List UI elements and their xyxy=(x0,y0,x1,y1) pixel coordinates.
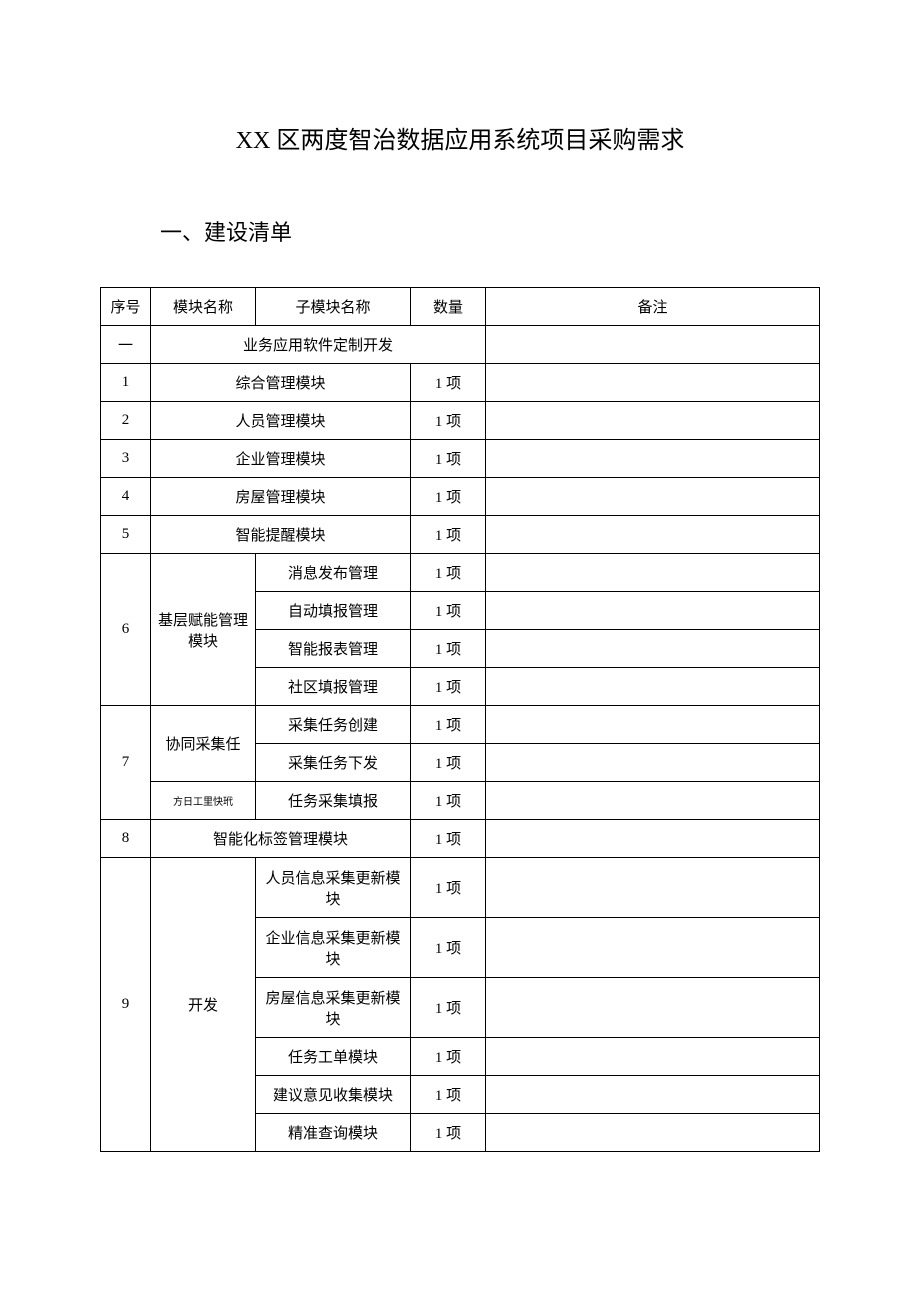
cell-note xyxy=(486,706,820,744)
cell-qty: 1 项 xyxy=(411,554,486,592)
table-row: 3 企业管理模块 1 项 xyxy=(101,440,820,478)
cell-submodule: 自动填报管理 xyxy=(256,592,411,630)
cell-qty: 1 项 xyxy=(411,744,486,782)
cell-note xyxy=(486,402,820,440)
table-row: 1 综合管理模块 1 项 xyxy=(101,364,820,402)
cell-qty: 1 项 xyxy=(411,858,486,918)
cell-seq: 7 xyxy=(101,706,151,820)
cell-qty: 1 项 xyxy=(411,592,486,630)
section-title: 一、建设清单 xyxy=(160,215,820,247)
cell-module: 基层赋能管理模块 xyxy=(151,554,256,706)
cell-note xyxy=(486,1038,820,1076)
header-module: 模块名称 xyxy=(151,288,256,326)
cell-qty: 1 项 xyxy=(411,918,486,978)
cell-seq: 9 xyxy=(101,858,151,1152)
table-row: 8 智能化标签管理模块 1 项 xyxy=(101,820,820,858)
cell-qty: 1 项 xyxy=(411,820,486,858)
cell-seq: 2 xyxy=(101,402,151,440)
cell-note xyxy=(486,820,820,858)
cell-seq: 5 xyxy=(101,516,151,554)
cell-module: 智能提醒模块 xyxy=(151,516,411,554)
cell-note xyxy=(486,326,820,364)
cell-note xyxy=(486,918,820,978)
cell-seq: 一 xyxy=(101,326,151,364)
cell-note xyxy=(486,440,820,478)
header-seq: 序号 xyxy=(101,288,151,326)
cell-note xyxy=(486,1076,820,1114)
cell-submodule: 任务采集填报 xyxy=(256,782,411,820)
cell-qty: 1 项 xyxy=(411,440,486,478)
cell-module: 开发 xyxy=(151,858,256,1152)
cell-note xyxy=(486,668,820,706)
cell-qty: 1 项 xyxy=(411,782,486,820)
cell-note xyxy=(486,978,820,1038)
header-quantity: 数量 xyxy=(411,288,486,326)
table-row: 6 基层赋能管理模块 消息发布管理 1 项 xyxy=(101,554,820,592)
table-row: 一 业务应用软件定制开发 xyxy=(101,326,820,364)
table-row: 7 协同采集任 采集任务创建 1 项 xyxy=(101,706,820,744)
cell-qty: 1 项 xyxy=(411,706,486,744)
cell-note xyxy=(486,592,820,630)
cell-submodule: 消息发布管理 xyxy=(256,554,411,592)
table-header-row: 序号 模块名称 子模块名称 数量 备注 xyxy=(101,288,820,326)
cell-qty: 1 项 xyxy=(411,1038,486,1076)
cell-submodule: 采集任务创建 xyxy=(256,706,411,744)
cell-qty: 1 项 xyxy=(411,630,486,668)
cell-qty: 1 项 xyxy=(411,402,486,440)
cell-submodule: 任务工单模块 xyxy=(256,1038,411,1076)
cell-module: 智能化标签管理模块 xyxy=(151,820,411,858)
table-row: 方日工里快玳 任务采集填报 1 项 xyxy=(101,782,820,820)
cell-module: 综合管理模块 xyxy=(151,364,411,402)
cell-note xyxy=(486,858,820,918)
cell-submodule: 房屋信息采集更新模块 xyxy=(256,978,411,1038)
header-submodule: 子模块名称 xyxy=(256,288,411,326)
cell-note xyxy=(486,554,820,592)
header-note: 备注 xyxy=(486,288,820,326)
table-row: 4 房屋管理模块 1 项 xyxy=(101,478,820,516)
cell-note xyxy=(486,1114,820,1152)
cell-seq: 4 xyxy=(101,478,151,516)
cell-note xyxy=(486,782,820,820)
cell-qty: 1 项 xyxy=(411,364,486,402)
cell-module: 企业管理模块 xyxy=(151,440,411,478)
cell-qty: 1 项 xyxy=(411,516,486,554)
document-title: XX 区两度智治数据应用系统项目采购需求 xyxy=(100,120,820,155)
cell-note xyxy=(486,516,820,554)
cell-qty: 1 项 xyxy=(411,978,486,1038)
cell-qty: 1 项 xyxy=(411,1114,486,1152)
cell-seq: 3 xyxy=(101,440,151,478)
table-row: 5 智能提醒模块 1 项 xyxy=(101,516,820,554)
cell-seq: 8 xyxy=(101,820,151,858)
cell-module: 人员管理模块 xyxy=(151,402,411,440)
cell-submodule: 采集任务下发 xyxy=(256,744,411,782)
cell-note xyxy=(486,744,820,782)
cell-note xyxy=(486,364,820,402)
cell-submodule: 人员信息采集更新模块 xyxy=(256,858,411,918)
cell-category: 业务应用软件定制开发 xyxy=(151,326,486,364)
cell-submodule: 社区填报管理 xyxy=(256,668,411,706)
cell-submodule: 企业信息采集更新模块 xyxy=(256,918,411,978)
cell-module: 房屋管理模块 xyxy=(151,478,411,516)
construction-list-table: 序号 模块名称 子模块名称 数量 备注 一 业务应用软件定制开发 1 综合管理模… xyxy=(100,287,820,1152)
cell-module-bottom: 方日工里快玳 xyxy=(151,782,256,820)
cell-qty: 1 项 xyxy=(411,478,486,516)
cell-seq: 1 xyxy=(101,364,151,402)
cell-qty: 1 项 xyxy=(411,668,486,706)
cell-note xyxy=(486,630,820,668)
cell-submodule: 建议意见收集模块 xyxy=(256,1076,411,1114)
cell-submodule: 精准查询模块 xyxy=(256,1114,411,1152)
cell-note xyxy=(486,478,820,516)
table-row: 9 开发 人员信息采集更新模块 1 项 xyxy=(101,858,820,918)
cell-submodule: 智能报表管理 xyxy=(256,630,411,668)
cell-qty: 1 项 xyxy=(411,1076,486,1114)
table-row: 2 人员管理模块 1 项 xyxy=(101,402,820,440)
cell-module-top: 协同采集任 xyxy=(151,706,256,782)
cell-seq: 6 xyxy=(101,554,151,706)
